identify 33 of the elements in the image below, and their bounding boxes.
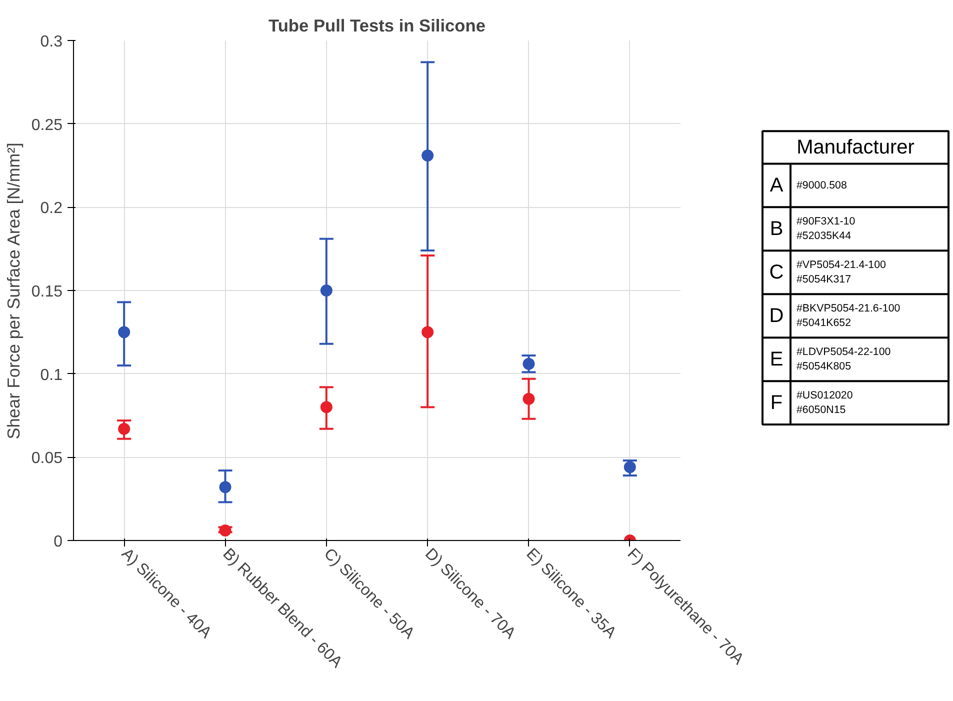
point: [320, 284, 332, 296]
point: [522, 392, 535, 405]
text: D: [769, 304, 784, 327]
y-tick-label: 0.3: [40, 34, 63, 50]
point: [118, 422, 130, 435]
text: #90F3X1-10 #52035K44: [796, 216, 856, 242]
point: [219, 524, 232, 536]
text: #LDVP5054-22-100 #5054K805: [796, 346, 891, 373]
point: [522, 358, 535, 370]
y-tick-label: 0.05: [31, 450, 63, 468]
point: [320, 401, 332, 414]
y-tick-label: 0.25: [31, 116, 63, 134]
y-axis-title: Shear Force per Surface Area [N/mm²]: [3, 142, 24, 440]
y-tick-label: 0.15: [31, 284, 63, 300]
point: [624, 461, 636, 474]
chart-title: Tube Pull Tests in Silicone: [268, 16, 486, 36]
point: [422, 326, 434, 338]
text: B: [770, 218, 784, 240]
text: #BKVP5054-21.6-100 #5041K652: [796, 302, 900, 330]
point: [219, 481, 232, 494]
text: Manufacturer: [796, 136, 915, 158]
point: [422, 150, 434, 162]
text: #VP5054-21.4-100 #5054K317: [796, 259, 886, 286]
text: C: [769, 261, 784, 284]
text: #US012020 #6050N15: [796, 390, 853, 416]
y-tick-label: 0.1: [40, 366, 63, 384]
text: F: [770, 392, 783, 414]
text: #9000.508: [796, 179, 847, 192]
point: [118, 326, 130, 338]
y-tick-label: 0.2: [40, 200, 63, 218]
text: E: [770, 348, 784, 370]
y-tick-label: 0: [54, 534, 63, 550]
text: A: [770, 174, 784, 196]
